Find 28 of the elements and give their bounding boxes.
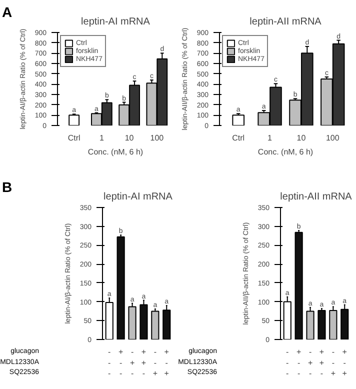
x-tick-label: 1 (99, 134, 104, 142)
x-tick-label: Ctrl (232, 134, 245, 142)
x-tick-label: - - + (152, 348, 158, 378)
x-tick-label: + - + (164, 348, 170, 378)
x-tick-label: 100 (150, 134, 164, 142)
x-tick-label: Ctrl (68, 134, 81, 142)
x-tick-label: - + - (308, 348, 313, 378)
chart-title: leptin-AI mRNA (81, 16, 150, 28)
x-axis-title: Conc. (nM, 6 h) (258, 148, 314, 156)
x-tick-label: - - - (108, 348, 112, 378)
text: A (2, 3, 12, 22)
chart-title: leptin-AI mRNA (104, 192, 173, 202)
x-tick-label: + - - (296, 348, 302, 378)
x-tick-label: + + - (141, 348, 146, 378)
chart-title: leptin-AII mRNA (280, 192, 352, 202)
x-tick-label: + - - (118, 348, 124, 378)
x-tick-label: 10 (296, 134, 306, 142)
text: B (2, 178, 12, 197)
chart-title: leptin-AII mRNA (250, 16, 322, 28)
x-tick-label: 1 (268, 134, 273, 142)
x-tick-label: - - + (330, 348, 336, 378)
x-tick-label: 10 (124, 134, 134, 142)
x-tick-label: 100 (326, 134, 340, 142)
x-tick-label: + - + (342, 348, 348, 378)
x-tick-label: - - - (286, 348, 290, 378)
x-tick-label: - + - (130, 348, 135, 378)
x-axis-title: Conc. (nM, 6 h) (88, 148, 144, 156)
x-tick-label: + + - (319, 348, 324, 378)
